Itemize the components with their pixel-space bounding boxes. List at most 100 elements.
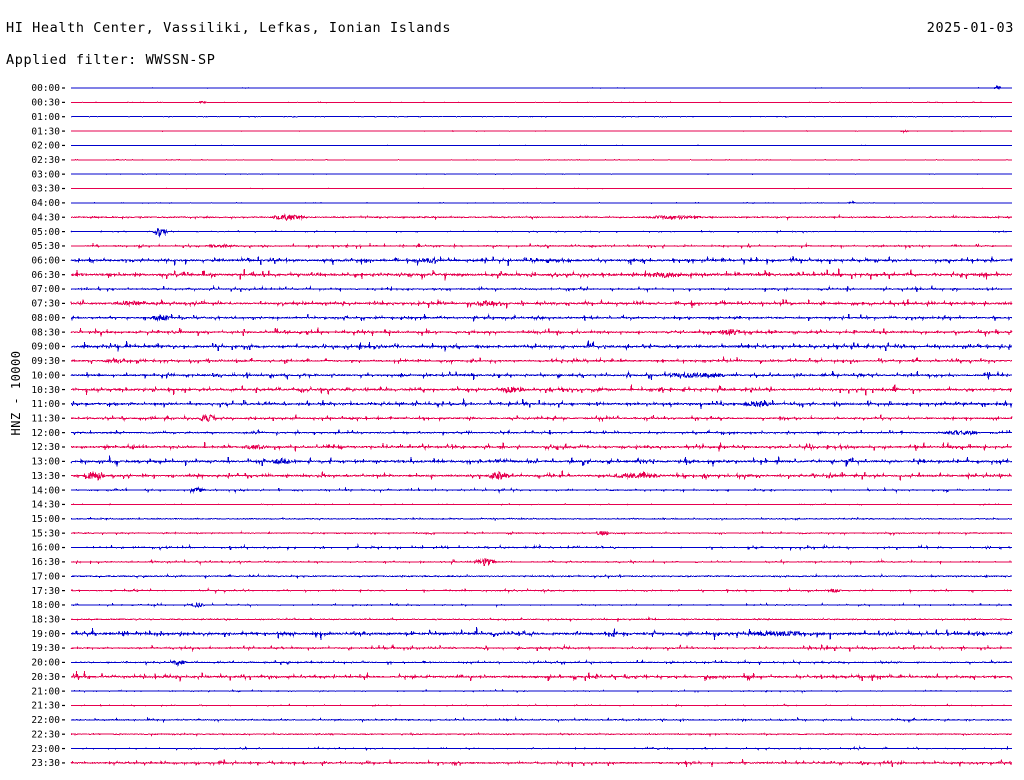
time-axis-label: 15:00 <box>31 514 60 525</box>
seismic-trace <box>70 573 1013 580</box>
time-axis-label: 10:00 <box>31 370 60 381</box>
time-axis-label: 18:30 <box>31 615 60 626</box>
seismic-trace <box>70 370 1013 381</box>
seismic-trace <box>70 298 1013 309</box>
seismic-trace <box>70 398 1013 410</box>
time-axis-label: 03:30 <box>31 184 60 195</box>
time-axis-label: 10:30 <box>31 385 60 396</box>
seismic-trace <box>70 144 1013 147</box>
time-axis-label: 12:30 <box>31 442 60 453</box>
seismic-trace <box>70 129 1013 134</box>
time-axis-label: 05:30 <box>31 241 60 252</box>
time-axis-label: 00:30 <box>31 98 60 109</box>
seismic-trace <box>70 557 1013 567</box>
time-axis-label: 07:00 <box>31 284 60 295</box>
seismic-trace <box>70 658 1013 667</box>
time-axis-label: 23:00 <box>31 744 60 755</box>
seismic-trace <box>70 745 1013 752</box>
seismic-trace <box>70 284 1013 293</box>
time-axis-label: 22:00 <box>31 715 60 726</box>
time-axis-label: 06:30 <box>31 270 60 281</box>
time-axis-label: 06:00 <box>31 256 60 267</box>
time-axis-label: 14:00 <box>31 485 60 496</box>
time-axis-label: 19:00 <box>31 629 60 640</box>
seismic-trace <box>70 313 1013 322</box>
seismic-trace <box>70 530 1013 537</box>
time-axis-labels: 00:00 00:30 01:00 01:30 02:00 02:30 03:00 03:30… <box>31 83 60 769</box>
seismic-trace <box>70 643 1013 652</box>
time-axis-label: 02:30 <box>31 155 60 166</box>
time-axis-label: 23:30 <box>31 758 60 769</box>
page-title: HI Health Center, Vassiliki, Lefkas, Ion… <box>6 20 452 36</box>
time-axis-label: 04:00 <box>31 198 60 209</box>
time-axis-label: 16:00 <box>31 543 60 554</box>
seismic-trace <box>70 356 1013 365</box>
plot-date: 2025-01-03 <box>926 20 1014 36</box>
seismic-trace <box>70 327 1013 337</box>
seismic-trace <box>70 703 1013 708</box>
seismic-trace <box>70 670 1013 682</box>
time-axis-label: 17:30 <box>31 586 60 597</box>
time-axis-label: 17:00 <box>31 571 60 582</box>
seismic-traces <box>70 84 1013 767</box>
time-axis-label: 04:30 <box>31 212 60 223</box>
seismic-trace <box>71 115 1013 118</box>
seismic-trace <box>70 100 1013 105</box>
time-axis-label: 11:30 <box>31 413 60 424</box>
seismic-trace <box>70 428 1013 437</box>
seismic-trace <box>70 384 1013 396</box>
time-axis-label: 11:00 <box>31 399 60 410</box>
time-axis-label: 08:00 <box>31 313 60 324</box>
seismic-trace <box>70 187 1013 190</box>
seismic-trace <box>70 543 1013 552</box>
seismic-trace <box>70 616 1013 623</box>
seismic-trace <box>70 228 1013 238</box>
time-axis-label: 20:30 <box>31 672 60 683</box>
seismic-trace <box>70 84 1013 90</box>
time-axis-label: 07:30 <box>31 299 60 310</box>
seismic-trace <box>70 716 1013 724</box>
time-axis-label: 09:00 <box>31 342 60 353</box>
time-axis-label: 14:30 <box>31 500 60 511</box>
seismic-trace <box>70 516 1013 522</box>
time-axis-label: 19:30 <box>31 643 60 654</box>
time-axis-label: 01:00 <box>31 112 60 123</box>
seismic-trace <box>70 627 1013 641</box>
seismic-trace <box>70 256 1013 267</box>
time-axis-label: 21:30 <box>31 701 60 712</box>
time-axis-label: 00:00 <box>31 83 60 94</box>
time-axis-label: 02:00 <box>31 141 60 152</box>
seismic-trace <box>70 758 1013 767</box>
seismic-trace <box>70 442 1013 452</box>
applied-filter-label: Applied filter: WWSSN-SP <box>6 52 216 68</box>
time-axis-label: 12:00 <box>31 428 60 439</box>
seismic-trace <box>70 587 1013 595</box>
seismic-trace <box>70 242 1013 250</box>
time-axis-label: 03:00 <box>31 169 60 180</box>
seismic-trace <box>70 268 1013 281</box>
time-axis-label: 18:00 <box>31 600 60 611</box>
time-axis-ticks <box>62 87 65 764</box>
time-axis-label: 21:00 <box>31 686 60 697</box>
seismic-trace <box>70 455 1013 467</box>
time-axis-label: 15:30 <box>31 528 60 539</box>
time-axis-label: 20:00 <box>31 658 60 669</box>
time-axis-label: 09:30 <box>31 356 60 367</box>
seismic-trace <box>70 688 1013 694</box>
seismic-trace <box>70 486 1013 494</box>
time-axis-label: 16:30 <box>31 557 60 568</box>
time-axis-label: 08:30 <box>31 327 60 338</box>
seismic-trace <box>70 340 1013 352</box>
seismic-trace <box>70 158 1013 161</box>
seismic-trace <box>70 601 1013 609</box>
seismic-trace <box>71 213 1013 222</box>
time-axis-label: 13:30 <box>31 471 60 482</box>
time-axis-label: 01:30 <box>31 126 60 137</box>
seismic-trace <box>70 731 1013 738</box>
time-axis-label: 05:00 <box>31 227 60 238</box>
seismic-trace <box>70 200 1013 205</box>
time-axis-label: 22:30 <box>31 729 60 740</box>
seismic-trace <box>70 173 1012 176</box>
seismic-trace <box>70 413 1013 423</box>
